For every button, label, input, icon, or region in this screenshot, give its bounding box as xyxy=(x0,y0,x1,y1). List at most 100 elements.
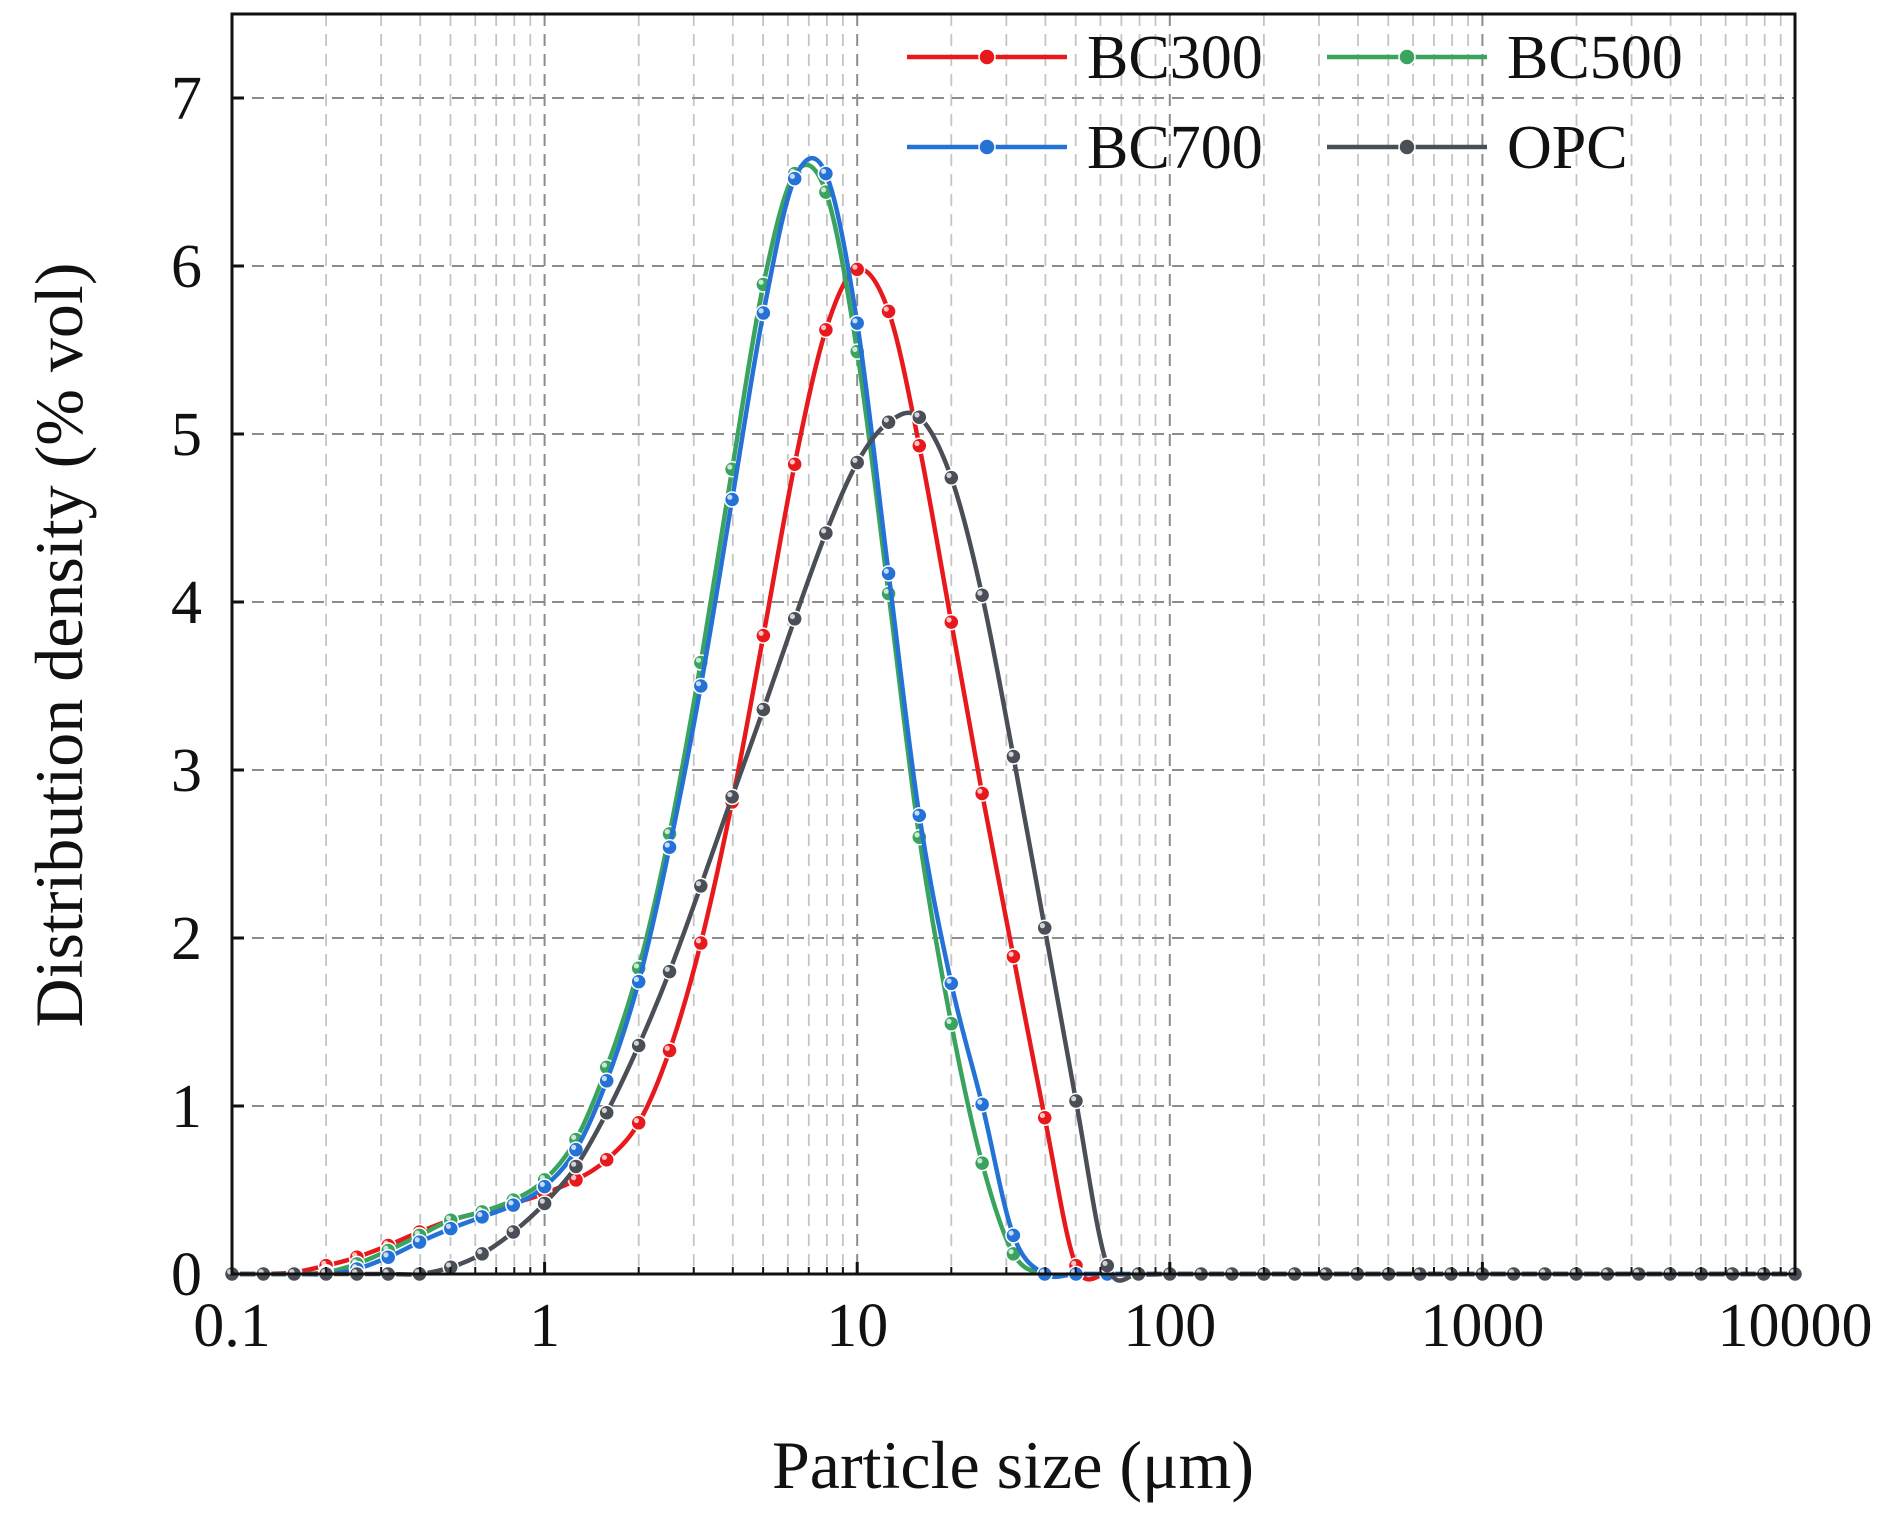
data-point-highlight xyxy=(883,306,889,312)
data-point-opc xyxy=(661,963,678,980)
data-point-highlight xyxy=(445,1223,452,1229)
data-point-highlight xyxy=(695,681,702,687)
data-point-bc700 xyxy=(442,1220,460,1237)
data-point-bc700 xyxy=(536,1178,553,1195)
data-point-highlight xyxy=(477,1248,483,1255)
data-point-opc xyxy=(630,1037,647,1054)
data-point-highlight xyxy=(946,978,952,984)
data-point-bc700 xyxy=(379,1248,397,1266)
data-point-opc xyxy=(567,1158,585,1175)
data-point-opc xyxy=(880,413,897,431)
data-point-opc xyxy=(848,454,866,471)
data-point-opc xyxy=(755,701,772,718)
data-point-highlight xyxy=(914,440,920,447)
legend-label-bc300: BC300 xyxy=(1087,24,1263,92)
data-point-bc700 xyxy=(411,1233,428,1251)
data-point-bc700 xyxy=(848,314,866,332)
legend-label-opc: OPC xyxy=(1507,114,1628,182)
data-point-highlight xyxy=(727,464,733,470)
data-point-highlight xyxy=(758,308,764,314)
x-tick-label: 10000 xyxy=(1718,1292,1873,1360)
data-point-highlight xyxy=(727,494,733,500)
data-point-highlight xyxy=(383,1252,389,1258)
data-point-bc700 xyxy=(786,170,803,187)
data-point-highlight xyxy=(571,1134,577,1140)
data-point-highlight xyxy=(789,459,795,465)
legend-marker-bc700 xyxy=(978,138,996,156)
data-point-highlight xyxy=(820,528,827,534)
data-point-highlight xyxy=(883,417,889,423)
data-point-highlight xyxy=(664,842,670,848)
data-point-bc300 xyxy=(1036,1109,1053,1127)
data-point-highlight xyxy=(633,1117,640,1124)
data-point-bc700 xyxy=(817,165,835,182)
data-point-opc xyxy=(1005,748,1022,765)
data-point-highlight xyxy=(445,1215,452,1221)
data-point-highlight xyxy=(852,264,858,270)
y-tick-label: 1 xyxy=(171,1073,202,1141)
data-point-bc700 xyxy=(755,304,772,322)
data-point-highlight xyxy=(914,412,920,418)
data-point-opc xyxy=(473,1245,491,1263)
legend-label-bc500: BC500 xyxy=(1507,24,1683,92)
data-point-bc700 xyxy=(880,565,897,582)
data-point-highlight xyxy=(1071,1260,1077,1266)
data-point-highlight xyxy=(601,1075,608,1082)
x-tick-label: 10 xyxy=(826,1292,888,1360)
x-tick-label: 0.1 xyxy=(193,1292,271,1360)
data-point-bc300 xyxy=(880,303,897,320)
data-point-highlight xyxy=(977,788,983,794)
data-point-bc300 xyxy=(786,455,803,473)
data-point-bc700 xyxy=(692,677,710,695)
data-point-highlight xyxy=(758,279,764,285)
legend-marker-opc xyxy=(1398,138,1416,156)
data-point-highlight xyxy=(758,704,764,710)
data-point-highlight xyxy=(1102,1260,1108,1266)
y-tick-label: 3 xyxy=(171,737,202,805)
data-point-opc xyxy=(973,587,991,604)
data-point-highlight xyxy=(664,966,670,972)
data-point-bc300 xyxy=(1005,948,1022,965)
y-tick-label: 7 xyxy=(171,65,202,133)
data-point-highlight xyxy=(789,613,795,620)
data-point-highlight xyxy=(1071,1096,1077,1102)
data-point-highlight xyxy=(914,832,920,838)
legend-label-bc700: BC700 xyxy=(1087,114,1263,182)
data-point-bc300 xyxy=(598,1151,615,1169)
data-point-highlight xyxy=(633,976,640,982)
data-point-opc xyxy=(1067,1092,1085,1110)
data-point-highlight xyxy=(946,1018,952,1024)
legend-marker-bc500 xyxy=(1398,48,1416,66)
legend-item-opc: OPC xyxy=(1327,114,1628,182)
legend-item-bc700: BC700 xyxy=(907,114,1263,182)
data-point-highlight xyxy=(977,1099,983,1105)
y-tick-labels: 0 1 2 3 4 5 6 7 xyxy=(171,65,202,1309)
data-point-highlight xyxy=(414,1237,420,1243)
data-point-bc700 xyxy=(661,839,678,856)
data-point-opc xyxy=(692,877,710,895)
data-point-highlight xyxy=(601,1107,608,1114)
data-point-highlight xyxy=(977,1158,983,1164)
data-point-highlight xyxy=(1039,1112,1046,1119)
x-tick-label: 1000 xyxy=(1420,1292,1544,1360)
data-point-bc700 xyxy=(630,973,647,990)
data-point-highlight xyxy=(695,938,702,944)
data-point-highlight xyxy=(727,791,733,798)
data-point-highlight xyxy=(1008,751,1014,757)
data-point-highlight xyxy=(1008,951,1014,957)
data-point-highlight xyxy=(539,1181,545,1187)
data-point-highlight xyxy=(633,1040,640,1046)
data-point-bc500 xyxy=(943,1015,960,1032)
data-point-highlight xyxy=(571,1175,577,1181)
data-point-highlight xyxy=(883,568,889,574)
y-tick-label: 0 xyxy=(171,1241,202,1309)
data-point-bc300 xyxy=(755,627,772,644)
data-point-highlight xyxy=(758,630,764,636)
data-point-bc300 xyxy=(848,261,866,278)
data-point-highlight xyxy=(977,590,983,596)
data-point-bc700 xyxy=(973,1096,991,1113)
x-tick-label: 1 xyxy=(529,1292,560,1360)
data-point-bc700 xyxy=(1005,1227,1022,1244)
data-point-highlight xyxy=(820,168,827,174)
